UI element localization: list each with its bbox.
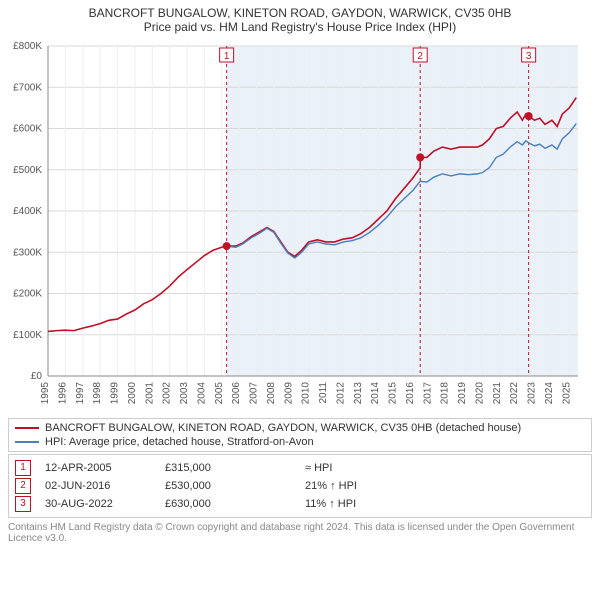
legend-swatch <box>15 427 39 429</box>
event-price: £315,000 <box>165 462 305 474</box>
svg-text:2006: 2006 <box>231 382 242 405</box>
event-date: 02-JUN-2016 <box>45 480 165 492</box>
svg-text:2011: 2011 <box>318 382 329 404</box>
svg-text:2020: 2020 <box>474 382 485 405</box>
svg-text:1998: 1998 <box>92 382 103 405</box>
svg-text:1997: 1997 <box>75 382 86 405</box>
legend-label: BANCROFT BUNGALOW, KINETON ROAD, GAYDON,… <box>45 422 521 434</box>
event-date: 12-APR-2005 <box>45 462 165 474</box>
legend: BANCROFT BUNGALOW, KINETON ROAD, GAYDON,… <box>8 418 592 452</box>
svg-text:2013: 2013 <box>353 382 364 405</box>
svg-text:3: 3 <box>526 51 532 62</box>
event-date: 30-AUG-2022 <box>45 498 165 510</box>
event-row: 3 30-AUG-2022£630,00011% ↑ HPI <box>15 495 585 513</box>
svg-text:£0: £0 <box>31 371 43 382</box>
event-delta: 21% ↑ HPI <box>305 480 585 492</box>
event-number: 3 <box>15 496 31 512</box>
svg-text:1999: 1999 <box>110 382 121 405</box>
svg-text:2018: 2018 <box>440 382 451 405</box>
footnote: Contains HM Land Registry data © Crown c… <box>8 522 592 544</box>
svg-text:2001: 2001 <box>144 382 155 405</box>
svg-text:2005: 2005 <box>214 382 225 405</box>
svg-text:2015: 2015 <box>388 382 399 405</box>
svg-text:2016: 2016 <box>405 382 416 405</box>
legend-swatch <box>15 441 39 443</box>
svg-text:2024: 2024 <box>544 382 555 405</box>
legend-row: HPI: Average price, detached house, Stra… <box>15 435 585 449</box>
svg-text:2004: 2004 <box>196 382 207 405</box>
svg-text:2022: 2022 <box>509 382 520 405</box>
svg-text:2008: 2008 <box>266 382 277 405</box>
svg-text:2000: 2000 <box>127 382 138 405</box>
event-row: 1 12-APR-2005£315,000≈ HPI <box>15 459 585 477</box>
svg-text:1: 1 <box>224 51 230 62</box>
svg-text:2002: 2002 <box>162 382 173 405</box>
svg-text:£500K: £500K <box>13 165 42 176</box>
svg-text:2021: 2021 <box>492 382 503 405</box>
svg-text:2017: 2017 <box>422 382 433 405</box>
event-delta: ≈ HPI <box>305 462 585 474</box>
svg-text:£400K: £400K <box>13 206 42 217</box>
chart-title: BANCROFT BUNGALOW, KINETON ROAD, GAYDON,… <box>0 0 600 20</box>
svg-text:1995: 1995 <box>40 382 51 405</box>
svg-text:2010: 2010 <box>301 382 312 405</box>
svg-text:2023: 2023 <box>527 382 538 405</box>
svg-text:2025: 2025 <box>561 382 572 405</box>
chart-subtitle: Price paid vs. HM Land Registry's House … <box>0 20 600 36</box>
event-price: £530,000 <box>165 480 305 492</box>
event-number: 2 <box>15 478 31 494</box>
svg-text:2009: 2009 <box>283 382 294 405</box>
svg-text:2014: 2014 <box>370 382 381 405</box>
svg-text:£100K: £100K <box>13 330 42 341</box>
svg-text:2012: 2012 <box>335 382 346 405</box>
svg-text:2: 2 <box>417 51 423 62</box>
svg-text:£800K: £800K <box>13 41 42 52</box>
event-price: £630,000 <box>165 498 305 510</box>
svg-text:1996: 1996 <box>57 382 68 405</box>
legend-row: BANCROFT BUNGALOW, KINETON ROAD, GAYDON,… <box>15 421 585 435</box>
svg-text:2007: 2007 <box>249 382 260 405</box>
legend-label: HPI: Average price, detached house, Stra… <box>45 436 314 448</box>
svg-text:£300K: £300K <box>13 247 42 258</box>
event-delta: 11% ↑ HPI <box>305 498 585 510</box>
svg-text:2003: 2003 <box>179 382 190 405</box>
svg-text:2019: 2019 <box>457 382 468 405</box>
svg-text:£700K: £700K <box>13 82 42 93</box>
event-row: 2 02-JUN-2016£530,00021% ↑ HPI <box>15 477 585 495</box>
price-chart: £0 £100K £200K £300K £400K £500K £600K £700K £80… <box>0 36 584 416</box>
svg-text:£200K: £200K <box>13 289 42 300</box>
events-table: 1 12-APR-2005£315,000≈ HPI 2 02-JUN-2016£53… <box>8 454 592 518</box>
event-number: 1 <box>15 460 31 476</box>
svg-text:£600K: £600K <box>13 124 42 135</box>
